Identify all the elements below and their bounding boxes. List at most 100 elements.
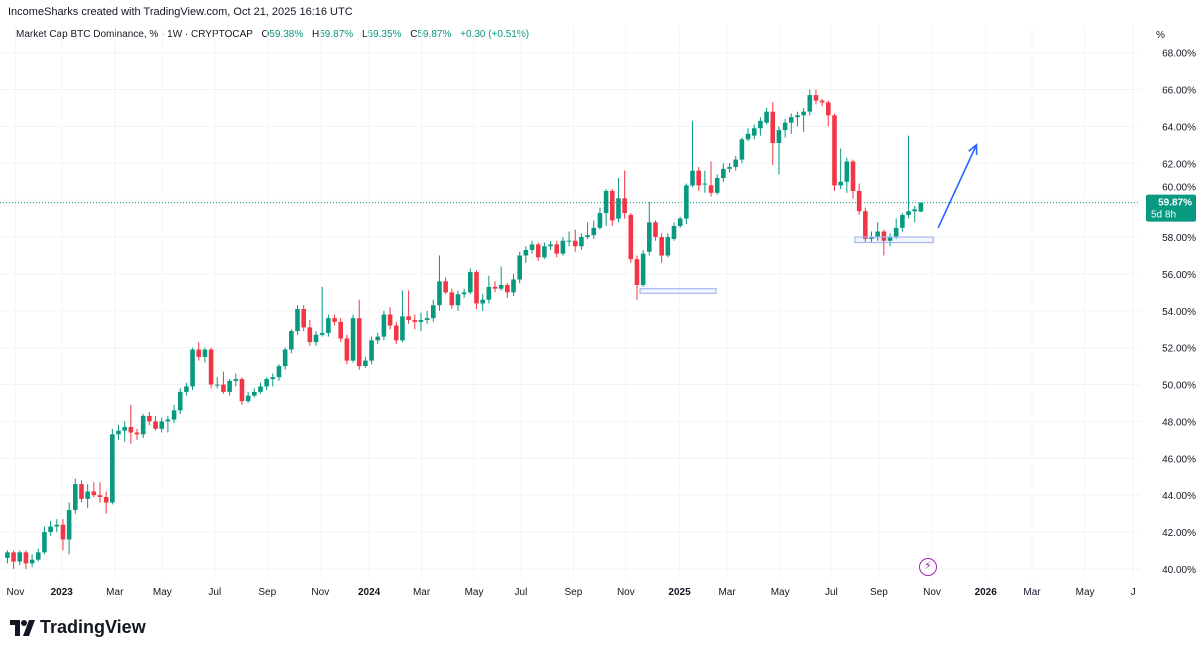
candle-up — [110, 428, 115, 505]
candle-body — [714, 178, 720, 193]
candle-body — [17, 552, 23, 562]
candle-body — [313, 334, 319, 343]
candle-body — [350, 318, 356, 361]
candle-down — [239, 377, 245, 405]
candle-up — [684, 183, 689, 225]
candle-down — [535, 242, 541, 262]
candle-body — [437, 281, 442, 306]
candle-body — [542, 246, 547, 258]
x-tick-label: 2024 — [358, 587, 381, 598]
candle-up — [566, 231, 572, 247]
x-tick-label: Nov — [923, 587, 941, 598]
x-tick-label: Nov — [617, 587, 635, 598]
candle-body — [554, 244, 560, 254]
x-tick-label: J — [1131, 587, 1136, 598]
x-tick-label: 2023 — [51, 587, 74, 598]
candle-down — [128, 404, 134, 444]
candle-up — [165, 415, 171, 433]
candle-body — [412, 320, 418, 322]
candle-body — [776, 130, 782, 144]
candle-body — [881, 231, 887, 241]
candle-body — [208, 349, 214, 385]
candle-up — [42, 526, 47, 555]
candle-up — [258, 382, 263, 394]
last-price-badge-bg — [1146, 194, 1196, 222]
candle-body — [622, 198, 627, 214]
candle-body — [258, 386, 263, 392]
candle-body — [344, 338, 350, 361]
candle-up — [548, 240, 553, 250]
candle-body — [79, 484, 84, 499]
candle-down — [443, 277, 448, 295]
candle-body — [560, 240, 566, 254]
candle-up — [579, 233, 584, 250]
candle-body — [443, 281, 448, 293]
candle-down — [628, 213, 634, 263]
candle-body — [73, 484, 78, 510]
candle-body — [609, 190, 615, 221]
candle-up — [184, 382, 189, 396]
candle-up — [844, 157, 850, 193]
candle-body — [289, 331, 294, 350]
candle-body — [387, 314, 393, 326]
candle-up — [122, 421, 127, 442]
candle-body — [832, 115, 837, 186]
x-tick-label: Mar — [1023, 587, 1041, 598]
candle-body — [177, 391, 183, 411]
candle-up — [282, 347, 288, 370]
candle-up — [677, 216, 683, 228]
candle-body — [517, 255, 522, 280]
candle-body — [319, 332, 325, 335]
symbol-name[interactable]: Market Cap BTC Dominance, % · 1W · CRYPT… — [16, 29, 253, 40]
y-tick-label: 40.00% — [1162, 565, 1196, 576]
candle-up — [363, 356, 368, 368]
candle-body — [486, 286, 492, 300]
candle-body — [727, 166, 732, 169]
candle-up — [486, 275, 492, 304]
x-tick-label: May — [153, 587, 172, 598]
candle-body — [850, 161, 856, 191]
candle-up — [745, 128, 751, 142]
candle-down — [307, 320, 313, 346]
candle-up — [906, 135, 911, 219]
candle-body — [795, 115, 800, 118]
candle-body — [819, 100, 825, 103]
candle-body — [245, 395, 251, 402]
candle-up — [295, 305, 300, 335]
candle-down — [147, 412, 152, 426]
candle-down — [23, 550, 29, 569]
symbol-legend: Market Cap BTC Dominance, % · 1W · CRYPT… — [16, 29, 529, 40]
candle-body — [492, 286, 498, 289]
candle-up — [313, 331, 319, 346]
candle-up — [801, 107, 806, 132]
candle-down — [832, 113, 837, 191]
candle-up — [591, 220, 597, 239]
candle-down — [622, 170, 627, 219]
candle-up — [17, 550, 23, 566]
support-box — [854, 236, 934, 244]
candle-body — [42, 532, 47, 553]
candle-body — [66, 509, 72, 540]
lightning-icon[interactable]: ⚡ — [919, 558, 937, 576]
candle-body — [270, 377, 276, 380]
candle-up — [326, 314, 331, 337]
candle-up — [523, 246, 529, 263]
candle-body — [282, 349, 288, 367]
candle-down — [492, 281, 498, 293]
candle-body — [733, 159, 739, 167]
candle-up — [375, 332, 381, 344]
candle-up — [647, 202, 652, 256]
candle-down — [412, 314, 418, 330]
candle-body — [529, 244, 535, 250]
candle-up — [400, 290, 405, 343]
candle-up — [350, 314, 356, 363]
y-tick-label: 66.00% — [1162, 86, 1196, 97]
candle-down — [634, 255, 640, 300]
candle-body — [751, 128, 757, 136]
candle-up — [640, 249, 646, 287]
candle-down — [474, 270, 479, 309]
candle-down — [819, 98, 825, 107]
candle-body — [264, 379, 269, 387]
candle-body — [807, 95, 813, 112]
